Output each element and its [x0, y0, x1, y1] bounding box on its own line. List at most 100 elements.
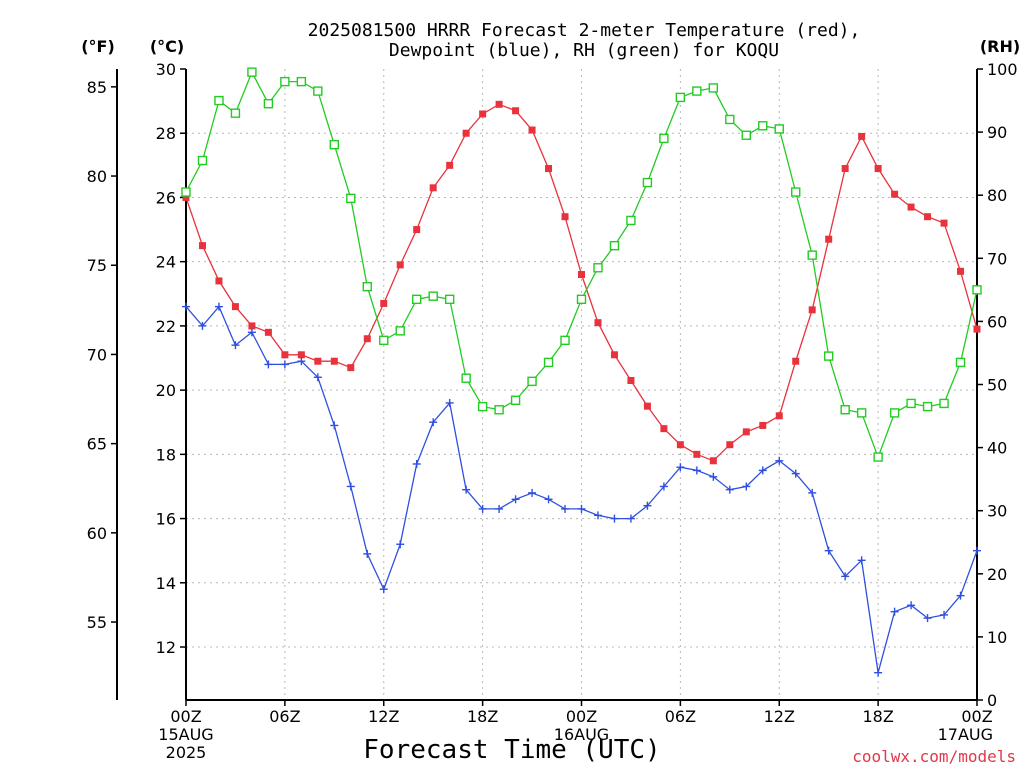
dewpoint-point: [528, 488, 537, 497]
temperature-point: [874, 165, 882, 173]
rh-point: [856, 408, 867, 418]
rh-point: [296, 76, 307, 87]
dewpoint-point: [214, 302, 223, 311]
celsius-tick-label: 14: [156, 574, 176, 593]
fahrenheit-tick-label: 55: [87, 613, 107, 632]
rh-point: [593, 263, 603, 273]
celsius-unit-label: (°C): [150, 37, 184, 56]
celsius-tick-label: 18: [156, 445, 176, 464]
rh-point: [444, 294, 455, 305]
temperature-point: [396, 261, 404, 269]
rh-point: [708, 83, 719, 93]
rh-tick-label: 60: [987, 312, 1007, 331]
temperature-point: [347, 364, 355, 372]
rh-point: [758, 121, 768, 131]
x-tick-label: 00Z: [566, 707, 597, 726]
temperature-point: [759, 421, 767, 429]
temperature-point: [479, 110, 487, 118]
rh-point: [609, 240, 620, 251]
temperature-point: [380, 299, 388, 307]
rh-point: [889, 408, 900, 418]
rh-point: [873, 452, 883, 462]
temperature-point: [462, 129, 470, 137]
dewpoint-point: [561, 504, 570, 513]
dewpoint-point: [775, 456, 784, 465]
dewpoint-point: [626, 514, 635, 523]
dewpoint-point: [857, 556, 866, 565]
dewpoint-point: [478, 504, 487, 513]
dewpoint-point: [297, 357, 306, 366]
x-tick-label: 12Z: [764, 707, 795, 726]
rh-point: [412, 294, 422, 305]
dewpoint-point: [198, 321, 207, 330]
celsius-tick-label: 26: [156, 188, 176, 207]
x-tick-label: 2025: [166, 743, 207, 762]
temperature-point: [660, 425, 668, 433]
x-tick-label: 18Z: [862, 707, 893, 726]
rh-tick-label: 80: [987, 186, 1007, 205]
temperature-point: [413, 226, 421, 234]
chart-title-line2: Dewpoint (blue), RH (green) for KOQU: [389, 40, 779, 61]
x-axis-title: Forecast Time (UTC): [363, 735, 660, 765]
rh-tick-label: 20: [987, 565, 1007, 584]
temperature-point: [924, 213, 932, 221]
rh-point: [527, 376, 537, 387]
rh-point: [494, 405, 504, 415]
temperature-point: [578, 271, 585, 279]
temperature-point: [297, 351, 305, 359]
temperature-point: [726, 441, 734, 449]
temperature-point: [676, 441, 684, 449]
dewpoint-point: [890, 607, 899, 616]
fahrenheit-tick-label: 65: [87, 435, 107, 454]
dewpoint-point: [841, 572, 850, 581]
chart-title-line1: 2025081500 HRRR Forecast 2-meter Tempera…: [308, 20, 861, 41]
rh-point: [247, 67, 257, 77]
dewpoint-point: [363, 549, 372, 558]
rh-point: [379, 335, 389, 346]
dewpoint-point: [379, 585, 388, 594]
rh-point: [725, 114, 735, 125]
temperature-point: [314, 357, 322, 365]
celsius-tick-label: 28: [156, 124, 176, 143]
x-tick-label: 00Z: [170, 707, 201, 726]
dewpoint-point: [742, 482, 751, 491]
fahrenheit-unit-label: (°F): [81, 37, 115, 56]
dewpoint-point: [511, 495, 520, 504]
dewpoint-point: [725, 485, 734, 494]
temperature-point: [182, 193, 190, 201]
rh-point: [972, 285, 982, 295]
temperature-point: [792, 357, 800, 365]
temperature-point: [957, 267, 965, 275]
temperature-point: [610, 351, 618, 359]
series-line-temperature: [185, 103, 978, 462]
x-tick-label: 17AUG: [938, 725, 993, 744]
dewpoint-point: [973, 546, 981, 555]
rh-point: [906, 398, 916, 409]
dewpoint-point: [346, 482, 355, 491]
rh-unit-label: (RH): [980, 37, 1020, 56]
x-tick-label: 12Z: [368, 707, 399, 726]
rh-point: [263, 99, 274, 109]
dewpoint-point: [429, 418, 438, 427]
rh-point: [560, 335, 570, 346]
temperature-point: [825, 235, 833, 243]
temperature-point: [231, 303, 239, 311]
temperature-point: [330, 357, 338, 365]
rh-point: [939, 398, 949, 409]
x-tick-label: 00Z: [961, 707, 992, 726]
dewpoint-point: [956, 591, 965, 600]
celsius-tick-label: 20: [156, 381, 176, 400]
rh-point: [692, 86, 702, 96]
temperature-point: [528, 126, 536, 134]
x-tick-label: 15AUG: [158, 725, 213, 744]
rh-point: [181, 187, 191, 197]
dewpoint-point: [643, 501, 652, 510]
temperature-point: [858, 132, 866, 140]
dewpoint-point: [874, 668, 883, 677]
temperature-point: [281, 351, 289, 359]
dewpoint-point: [593, 511, 602, 520]
temperature-point: [643, 402, 651, 410]
rh-point: [576, 294, 587, 305]
dewpoint-point: [495, 504, 504, 513]
rh-point: [741, 130, 751, 140]
